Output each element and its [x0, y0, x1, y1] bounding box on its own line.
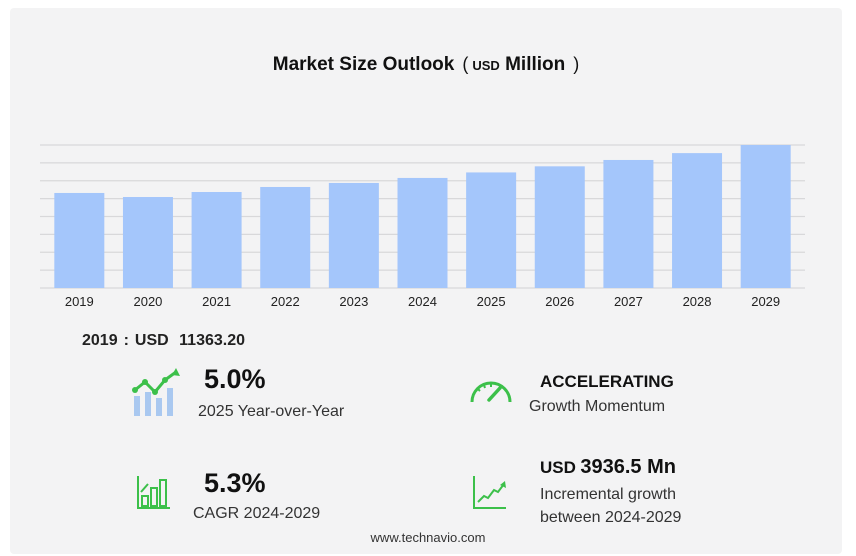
- unit-text: Million: [505, 54, 566, 75]
- chart-title: Market Size Outlook(USD Million): [272, 54, 580, 75]
- x-tick-label: 2019: [65, 294, 94, 309]
- bar-2024: [397, 177, 448, 288]
- bar-2029: [740, 145, 791, 288]
- footer-url[interactable]: www.technavio.com: [370, 530, 486, 545]
- incremental-label: Incremental growth: [540, 486, 677, 503]
- x-tick-label: 2025: [477, 294, 506, 309]
- yoy-label: 2025 Year-over-Year: [198, 403, 345, 420]
- growth-chart-icon: [132, 368, 180, 416]
- bar-2023: [328, 182, 379, 288]
- trend-line-icon: [473, 476, 506, 509]
- x-tick-label: 2020: [133, 294, 162, 309]
- x-tick-label: 2023: [339, 294, 368, 309]
- bar-2022: [260, 186, 311, 288]
- bar-2020: [122, 197, 173, 288]
- bar-chart: 2019 2020 2021 2022 2023 2024 2025 2026 2027 2028…: [40, 144, 805, 309]
- yoy-value: 5.0%: [204, 364, 266, 394]
- bar-chart-icon: [137, 476, 170, 509]
- base-year-value: 2019: USD 11363.20: [82, 332, 246, 349]
- incremental-value: USD 3936.5 Mn: [540, 456, 676, 478]
- bar-2027: [603, 159, 654, 288]
- bar-2019: [54, 192, 105, 288]
- title-text: Market Size Outlook: [272, 54, 455, 75]
- cagr-label: CAGR 2024-2029: [193, 505, 321, 522]
- momentum-label: Growth Momentum: [529, 398, 666, 415]
- bar-2025: [466, 172, 517, 288]
- speedometer-icon: [470, 381, 512, 403]
- cagr-value: 5.3%: [204, 468, 266, 498]
- x-tick-label: 2022: [271, 294, 300, 309]
- x-tick-label: 2027: [614, 294, 643, 309]
- x-tick-label: 2021: [202, 294, 231, 309]
- momentum-value: ACCELERATING: [540, 372, 674, 391]
- x-tick-label: 2024: [408, 294, 437, 309]
- bar-2026: [534, 166, 585, 288]
- unit-prefix: USD: [472, 58, 500, 73]
- bar-2021: [191, 191, 242, 288]
- bar-2028: [672, 153, 723, 288]
- x-tick-label: 2029: [751, 294, 780, 309]
- x-tick-label: 2026: [545, 294, 574, 309]
- x-tick-label: 2028: [683, 294, 712, 309]
- incremental-period: between 2024-2029: [540, 509, 682, 526]
